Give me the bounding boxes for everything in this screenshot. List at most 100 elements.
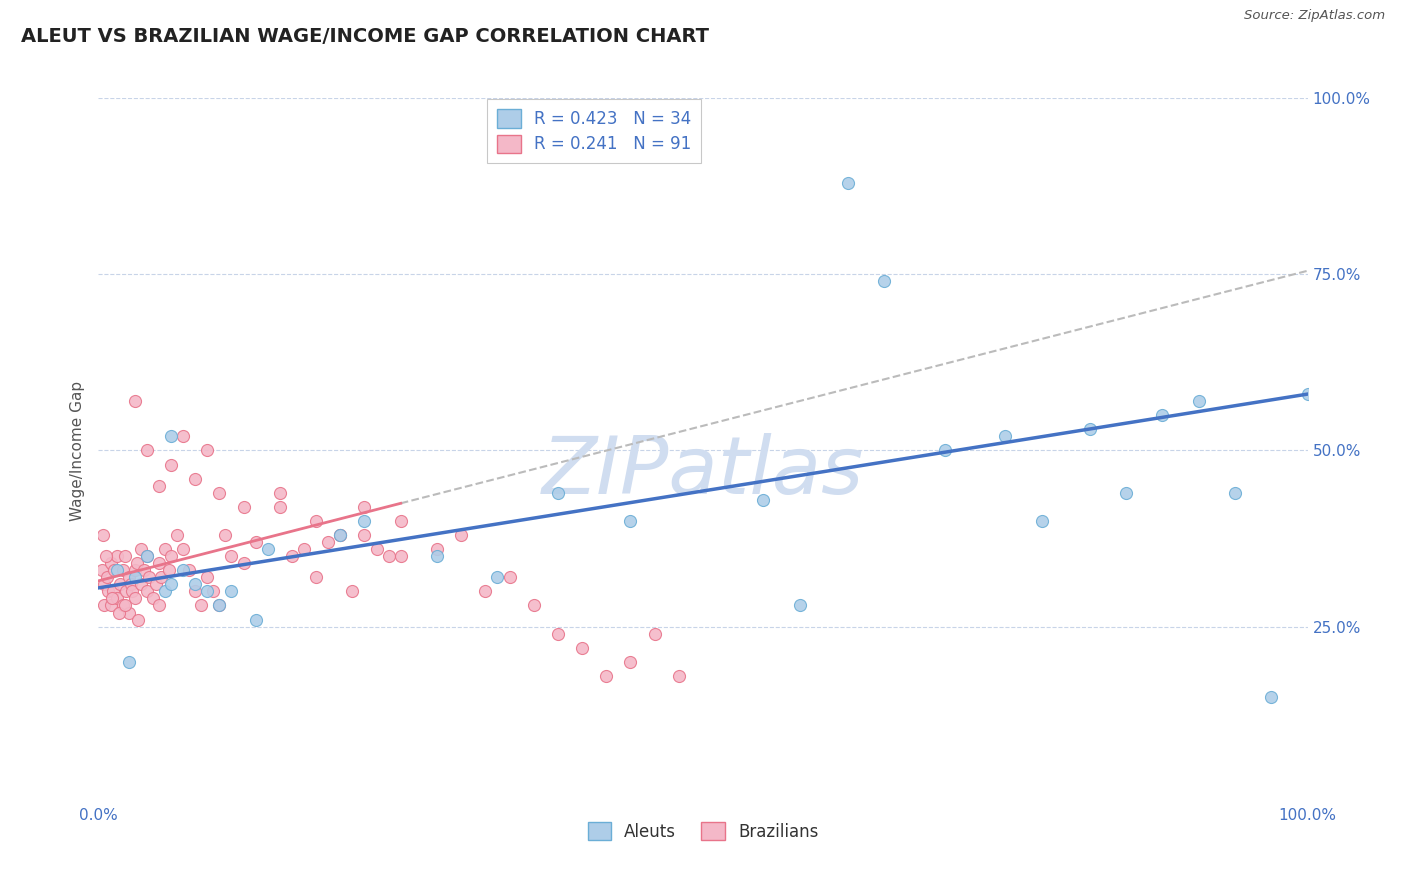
Point (150, 570, 173, 584)
Point (172, 429, 194, 443)
Point (134, 563, 156, 577)
Point (752, 492, 775, 507)
Point (281, 549, 304, 564)
Point (160, 429, 183, 443)
Point (190, 599, 212, 613)
Point (1188, 394, 1211, 409)
Point (166, 528, 188, 542)
Point (124, 591, 146, 606)
Point (208, 485, 231, 500)
Point (114, 549, 136, 564)
Point (115, 584, 138, 599)
Point (145, 577, 167, 591)
Point (157, 563, 180, 577)
Point (486, 570, 509, 584)
Point (195, 570, 218, 584)
Point (1152, 408, 1174, 422)
Point (97, 584, 120, 599)
Point (353, 528, 375, 542)
Point (127, 613, 149, 627)
Point (426, 542, 449, 557)
Point (135, 584, 157, 599)
Point (292, 542, 315, 557)
Point (221, 584, 243, 599)
Point (1078, 422, 1101, 436)
Point (644, 626, 666, 640)
Point (305, 570, 328, 584)
Point (474, 584, 496, 599)
Point (595, 669, 617, 683)
Y-axis label: Wage/Income Gap: Wage/Income Gap (70, 380, 86, 521)
Point (426, 549, 449, 564)
Point (148, 478, 170, 492)
Point (153, 584, 176, 599)
Point (994, 429, 1017, 443)
Point (93, 599, 115, 613)
Point (873, 274, 896, 288)
Point (127, 556, 149, 570)
Point (121, 584, 143, 599)
Point (389, 549, 412, 564)
Point (129, 542, 152, 557)
Point (118, 655, 141, 669)
Point (1223, 485, 1246, 500)
Point (245, 535, 267, 549)
Point (1260, 690, 1282, 705)
Point (129, 577, 152, 591)
Point (124, 563, 146, 577)
Legend: Aleuts, Brazilians: Aleuts, Brazilians (581, 815, 825, 847)
Point (208, 599, 231, 613)
Point (547, 485, 569, 500)
Point (329, 528, 352, 542)
Point (124, 394, 146, 409)
Point (96, 570, 118, 584)
Point (111, 563, 134, 577)
Point (377, 549, 399, 564)
Point (1296, 387, 1319, 401)
Point (571, 640, 593, 655)
Point (142, 591, 165, 606)
Point (184, 584, 207, 599)
Point (668, 669, 690, 683)
Point (184, 472, 207, 486)
Point (837, 176, 859, 190)
Point (353, 500, 375, 514)
Point (269, 500, 291, 514)
Point (498, 570, 520, 584)
Point (353, 514, 375, 528)
Point (195, 584, 218, 599)
Point (329, 528, 352, 542)
Point (103, 563, 125, 577)
Point (256, 542, 278, 557)
Text: Source: ZipAtlas.com: Source: ZipAtlas.com (1244, 9, 1385, 22)
Point (153, 542, 176, 557)
Point (108, 606, 131, 620)
Point (148, 556, 170, 570)
Point (316, 535, 339, 549)
Point (114, 599, 136, 613)
Point (105, 549, 128, 564)
Point (269, 485, 291, 500)
Point (124, 570, 146, 584)
Point (172, 542, 194, 557)
Point (138, 570, 160, 584)
Point (100, 591, 122, 606)
Point (342, 584, 364, 599)
Point (118, 570, 141, 584)
Point (160, 577, 183, 591)
Point (214, 528, 236, 542)
Point (184, 577, 207, 591)
Point (208, 599, 231, 613)
Point (619, 655, 641, 669)
Point (91, 563, 114, 577)
Point (160, 549, 183, 564)
Point (450, 528, 472, 542)
Point (101, 584, 124, 599)
Point (329, 528, 352, 542)
Point (160, 458, 183, 472)
Point (389, 514, 412, 528)
Point (148, 599, 170, 613)
Point (245, 613, 267, 627)
Point (934, 443, 956, 458)
Point (202, 584, 225, 599)
